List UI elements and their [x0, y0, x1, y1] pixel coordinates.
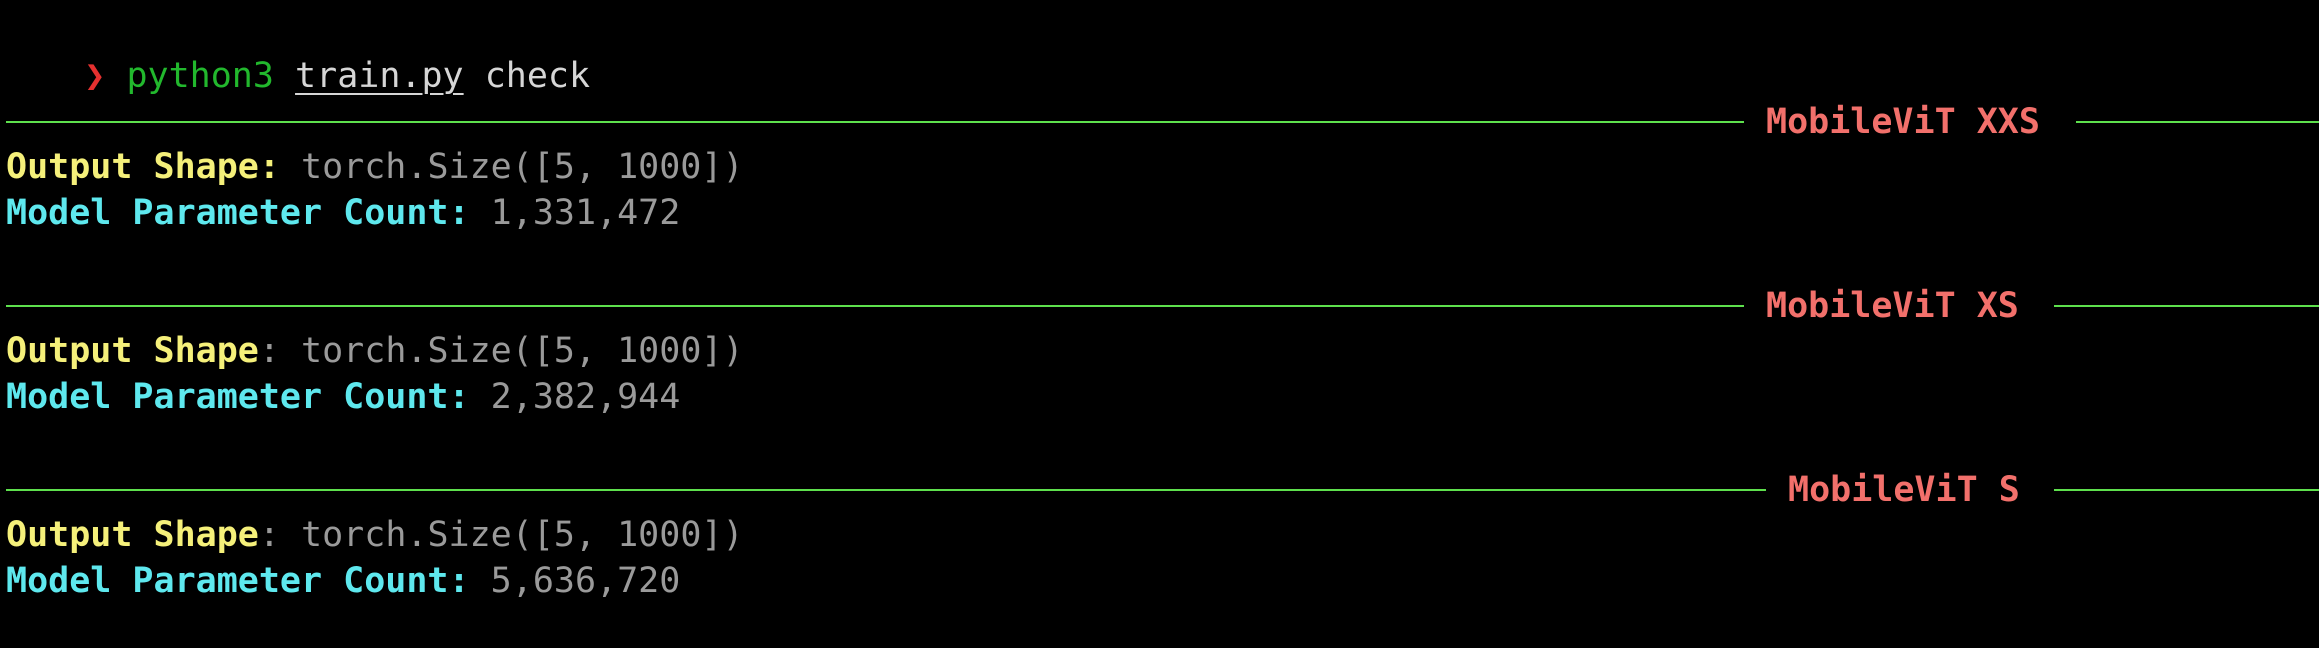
section-title: MobileViT XXS [1766, 102, 2040, 142]
param-count-line: Model Parameter Count: 5,636,720 [6, 558, 680, 604]
command-arg: check [484, 56, 591, 96]
param-count-value: 5,636,720 [490, 561, 681, 601]
output-shape-label: Output Shape: [6, 147, 280, 187]
command-file-arg[interactable]: train.py [295, 56, 464, 96]
prompt-chevron-icon: ❯ [84, 56, 106, 96]
output-shape-value: torch.Size([5, 1000]) [301, 331, 744, 371]
output-shape-value: torch.Size([5, 1000]) [301, 515, 744, 555]
rule-line-right [2076, 121, 2319, 123]
section-title: MobileViT S [1788, 470, 2020, 510]
param-count-line: Model Parameter Count: 1,331,472 [6, 190, 680, 236]
rule-line-right [2054, 489, 2319, 491]
section-rule-mobilevit-xs: MobileViT XS [6, 283, 2319, 329]
param-count-label: Model Parameter Count: [6, 377, 470, 417]
param-count-value: 2,382,944 [490, 377, 681, 417]
output-shape-label: Output Shape [6, 331, 259, 371]
output-shape-line: Output Shape: torch.Size([5, 1000]) [6, 144, 744, 190]
rule-line-left [6, 489, 1766, 491]
output-shape-line: Output Shape: torch.Size([5, 1000]) [6, 512, 744, 558]
param-count-label: Model Parameter Count: [6, 561, 470, 601]
section-rule-mobilevit-xxs: MobileViT XXS [6, 99, 2319, 145]
param-count-value: 1,331,472 [490, 193, 681, 233]
output-shape-colon: : [258, 515, 280, 555]
output-shape-colon: : [258, 331, 280, 371]
output-shape-value: torch.Size([5, 1000]) [301, 147, 744, 187]
output-shape-line: Output Shape: torch.Size([5, 1000]) [6, 328, 744, 374]
command-name: python3 [126, 56, 274, 96]
section-title: MobileViT XS [1766, 286, 2019, 326]
rule-line-left [6, 121, 1744, 123]
rule-line-left [6, 305, 1744, 307]
prompt-line: ❯ python3 train.py check [0, 7, 590, 96]
output-shape-label: Output Shape [6, 515, 259, 555]
section-rule-mobilevit-s: MobileViT S [6, 467, 2319, 513]
rule-line-right [2054, 305, 2319, 307]
param-count-line: Model Parameter Count: 2,382,944 [6, 374, 680, 420]
param-count-label: Model Parameter Count: [6, 193, 470, 233]
